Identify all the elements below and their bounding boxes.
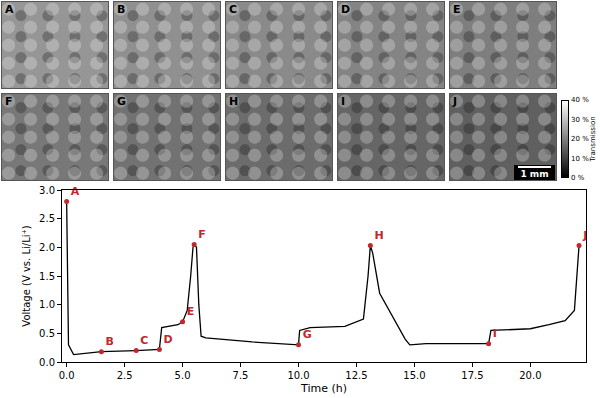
svg-text:E: E xyxy=(187,305,195,318)
html-text:A: A xyxy=(5,3,14,16)
svg-text:Voltage (V vs. Li/Li⁺): Voltage (V vs. Li/Li⁺) xyxy=(21,225,32,326)
svg-text:0.0: 0.0 xyxy=(39,357,55,368)
svg-text:2.0: 2.0 xyxy=(39,242,55,253)
html-text:F: F xyxy=(5,95,13,108)
svg-text:3.0: 3.0 xyxy=(39,185,55,196)
html-text:D: D xyxy=(341,3,351,16)
svg-text:J: J xyxy=(582,229,587,242)
html-text:I: I xyxy=(341,95,346,108)
html-text:1 mm: 1 mm xyxy=(520,169,549,179)
svg-text:H: H xyxy=(374,229,383,242)
svg-text:A: A xyxy=(71,185,80,198)
html-text:E: E xyxy=(453,3,461,16)
svg-text:12.5: 12.5 xyxy=(345,370,367,381)
svg-text:15.0: 15.0 xyxy=(403,370,425,381)
svg-text:17.5: 17.5 xyxy=(461,370,483,381)
html-text:30 %: 30 % xyxy=(571,115,589,124)
html-text:20 %: 20 % xyxy=(571,135,589,143)
svg-text:B: B xyxy=(106,335,114,348)
svg-text:C: C xyxy=(140,334,148,347)
svg-text:20.0: 20.0 xyxy=(519,370,541,381)
svg-text:0.0: 0.0 xyxy=(59,370,75,381)
svg-text:7.5: 7.5 xyxy=(233,370,249,381)
svg-text:1.0: 1.0 xyxy=(39,299,55,310)
svg-text:D: D xyxy=(164,333,173,346)
html-text:0 %: 0 % xyxy=(571,174,585,182)
svg-text:F: F xyxy=(198,228,206,241)
html-text:40 %: 40 % xyxy=(571,96,589,104)
html-text:C: C xyxy=(229,3,238,16)
html-text:J: J xyxy=(453,95,458,108)
svg-text:G: G xyxy=(303,328,312,341)
html-text:Transmission: Transmission xyxy=(589,116,597,162)
html-text:H: H xyxy=(229,95,239,108)
html-text:G: G xyxy=(117,95,126,108)
svg-text:I: I xyxy=(493,327,497,340)
svg-text:1.5: 1.5 xyxy=(39,271,55,282)
html-text:10 %: 10 % xyxy=(571,154,589,163)
svg-text:5.0: 5.0 xyxy=(175,370,191,381)
svg-text:2.5: 2.5 xyxy=(39,213,55,224)
html-text:B: B xyxy=(117,3,126,16)
svg-text:0.5: 0.5 xyxy=(39,328,55,339)
svg-text:10.0: 10.0 xyxy=(287,370,309,381)
svg-text:2.5: 2.5 xyxy=(117,370,133,381)
svg-text:Time (h): Time (h) xyxy=(300,382,347,395)
